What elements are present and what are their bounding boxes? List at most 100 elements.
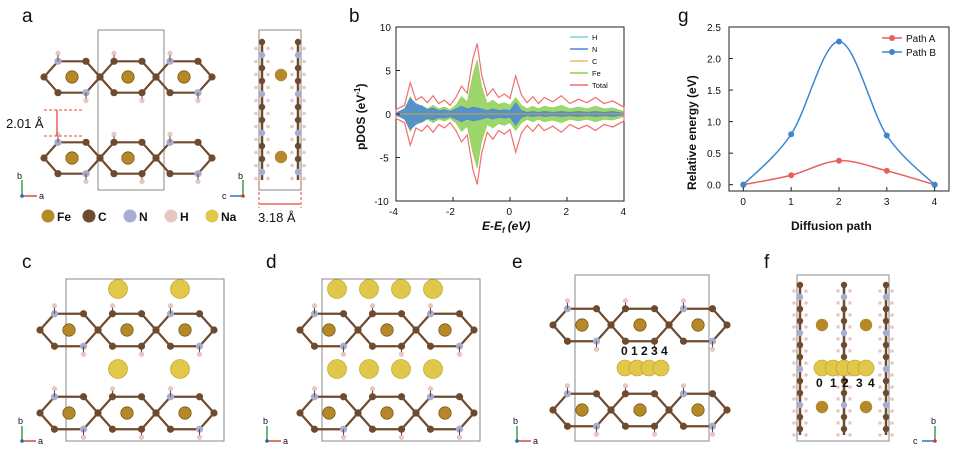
fe-atom [380,323,394,337]
h-atom [836,397,840,401]
c-atom [137,310,146,318]
c-atom [882,425,890,433]
h-atom [302,85,306,90]
data-point-path-a-1 [788,172,795,179]
c-atom [796,389,804,397]
c-atom [210,409,218,417]
h-atom [302,59,306,64]
c-atom [50,342,59,350]
h-atom [55,50,61,56]
h-atom [792,361,796,365]
h-atom [848,349,852,353]
energy-xtick-label: 1 [788,197,794,208]
c-atom [882,317,890,325]
h-atom [254,176,258,181]
pdos-legend-label-total: Total [592,81,608,90]
h-atom [290,98,294,103]
h-atom [890,409,894,413]
n-atom [455,342,464,350]
h-atom [890,325,894,329]
c-atom [108,425,117,433]
c-atom [108,310,117,318]
energy-xtick-label: 3 [884,197,890,208]
pdos-xtick-label: 0 [507,207,513,218]
c-atom [723,406,731,414]
na-atom [108,279,128,299]
panel-label-c: c [22,252,32,273]
h-atom [878,421,882,425]
pdos-ytick-label: -10 [374,197,389,208]
h-atom [302,46,306,51]
h-atom [878,385,882,389]
axis-label-b: b [18,416,23,426]
c-atom [426,425,435,433]
pdos-legend: HNC Fe Total [570,33,608,90]
h-atom [80,434,87,440]
h-atom [195,98,201,104]
panel-label-a: a [22,6,33,27]
h-atom [254,85,258,90]
h-atom [836,349,840,353]
c-atom [36,409,44,417]
legend-label-fe: Fe [57,210,71,224]
pdos-series-total [395,43,625,185]
c-atom [294,64,302,72]
h-atom [804,397,808,401]
axes-icon: ba [263,416,288,446]
axes-icon: ba [18,416,43,446]
h-atom [878,397,882,401]
pdos-areas [395,43,625,185]
h-atom [878,313,882,317]
c-atom [294,116,302,124]
c-atom [339,393,348,401]
h-atom [254,137,258,142]
c-atom [152,326,160,334]
h-atom [878,301,882,305]
h-atom [848,397,852,401]
panel-label-d: d [266,252,277,273]
energy-xlabel: Diffusion path [791,219,872,233]
h-atom [369,303,376,309]
h-atom [80,351,87,357]
side-view-cell [258,29,302,191]
energy-series [740,38,938,188]
c-atom [723,321,731,329]
n-atom [563,305,572,313]
legend-swatch-h [164,209,178,223]
h-atom [848,289,852,293]
c-atom [796,377,804,385]
layers [549,274,731,442]
h-atom [167,50,173,56]
c-atom [94,326,102,334]
h-atom [139,98,145,104]
h-atom [111,50,117,56]
na-atom [359,279,379,299]
c-atom [607,321,615,329]
fe-atom [62,406,76,420]
fe-atom [178,406,192,420]
h-atom [804,301,808,305]
c-atom [194,57,202,65]
n-atom [708,422,717,430]
c-atom [412,409,420,417]
pdos-legend-label-fe: Fe [592,69,601,78]
panel-label-b: b [349,6,360,27]
h-atom [836,325,840,329]
c-atom [882,377,890,385]
pdos-ytick-label: 0 [385,110,391,121]
c-atom [166,425,175,433]
c-atom [110,170,118,178]
axis-label-a: a [283,436,288,446]
pdos-legend-label-c: C [592,57,598,66]
h-atom [254,111,258,116]
h-atom [593,431,600,437]
h-atom [680,298,687,304]
na-atom [423,359,443,379]
h-atom [792,289,796,293]
c-atom [108,342,117,350]
pdos-xtick-label: -4 [389,207,398,218]
h-atom [804,433,808,437]
c-atom [708,390,717,398]
h-atom [878,433,882,437]
h-atom [792,373,796,377]
